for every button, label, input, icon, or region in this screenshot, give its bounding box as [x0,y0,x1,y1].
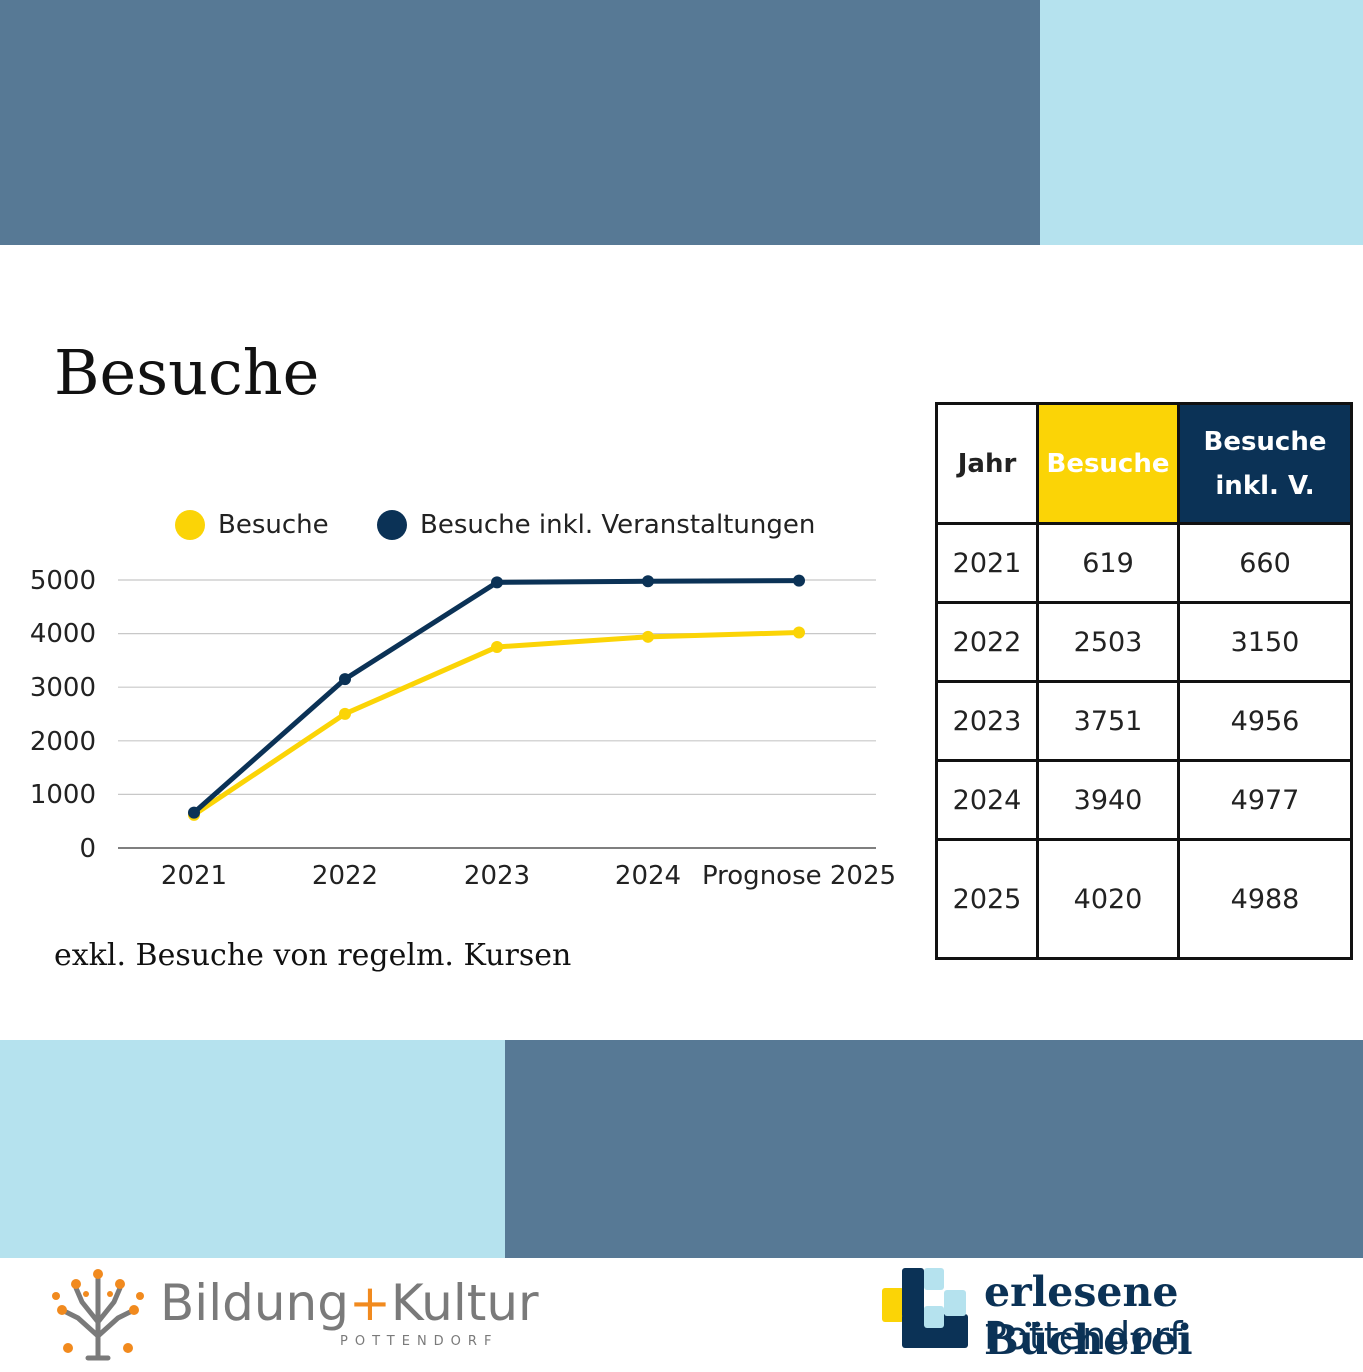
y-tick-label: 4000 [30,619,96,649]
y-axis-ticks: 0 1000 2000 3000 4000 5000 [30,566,96,864]
footnote: exkl. Besuche von regelm. Kursen [54,938,572,973]
cell-jahr: 2022 [935,601,1039,683]
data-point-inkl [793,574,805,587]
table-row: 2023 3751 4956 [935,680,1353,762]
header-band-light [1040,0,1363,245]
bildung-kultur-subline: POTTENDORF [340,1334,499,1349]
bildung-kultur-wordmark: Bildung+Kultur [160,1274,539,1332]
data-point-inkl [491,576,503,589]
y-tick-label: 3000 [30,673,96,703]
table-row: 2024 3940 4977 [935,759,1353,841]
data-point-besuche [491,640,503,653]
x-tick-label: 2024 [615,861,681,891]
cell-besuche: 3940 [1036,759,1180,841]
series-line-besuche [192,630,800,817]
series-line-inkl [192,578,800,815]
buecherei-name: erlesene Bücherei [984,1268,1193,1364]
cell-jahr: 2024 [935,759,1039,841]
footer-band-light [0,1040,505,1258]
cell-jahr: 2025 [935,838,1039,960]
chart-series [188,574,805,821]
data-point-inkl [339,673,351,686]
visits-line-chart: Besuche Besuche inkl. Veranstaltungen 0 … [30,510,896,891]
header-besuche-inkl: Besuche inkl. V. [1177,402,1353,525]
cell-besuche: 3751 [1036,680,1180,762]
y-tick-label: 2000 [30,727,96,757]
buecherei-place: Pottendorf [984,1314,1183,1358]
chart-grid [118,579,876,849]
cell-besuche: 2503 [1036,601,1180,683]
table-header-row: Jahr Besuche Besuche inkl. V. [935,402,1353,525]
cell-inkl: 660 [1177,522,1353,604]
y-tick-label: 1000 [30,780,96,810]
cell-inkl: 4977 [1177,759,1353,841]
cell-inkl: 3150 [1177,601,1353,683]
x-tick-label: 2022 [312,861,378,891]
data-point-inkl [188,806,200,819]
cell-jahr: 2023 [935,680,1039,762]
page-title: Besuche [54,336,320,409]
wordmark-bildung: Bildung [160,1274,349,1332]
table-row: 2021 619 660 [935,522,1353,604]
footer-band-dark [505,1040,1363,1258]
x-tick-label: 2021 [161,861,227,891]
cell-jahr: 2021 [935,522,1039,604]
cell-besuche: 4020 [1036,838,1180,960]
header-inkl-line1: Besuche [1203,426,1327,457]
legend-label-inkl: Besuche inkl. Veranstaltungen [420,510,815,540]
wordmark-plus: + [348,1274,391,1332]
wordmark-kultur: Kultur [390,1274,539,1332]
header-band-dark [0,0,1040,245]
cell-inkl: 4988 [1177,838,1353,960]
header-jahr: Jahr [935,402,1039,525]
visits-table: Jahr Besuche Besuche inkl. V. 2021 619 66… [935,402,1353,960]
table-row: 2025 4020 4988 [935,838,1353,960]
y-tick-label: 5000 [30,566,96,596]
header-inkl-line2: inkl. V. [1215,470,1315,501]
chart-legend: Besuche Besuche inkl. Veranstaltungen [175,510,815,540]
x-tick-label: 2023 [464,861,530,891]
data-point-inkl [642,575,654,588]
cell-besuche: 619 [1036,522,1180,604]
data-point-besuche [642,630,654,643]
legend-label-besuche: Besuche [218,510,329,540]
header-besuche: Besuche [1036,402,1180,525]
x-tick-label: Prognose 2025 [702,861,896,891]
table-row: 2022 2503 3150 [935,601,1353,683]
legend-marker-inkl [377,510,407,540]
data-point-besuche [793,626,805,639]
cell-inkl: 4956 [1177,680,1353,762]
legend-marker-besuche [175,510,205,540]
bildung-kultur-tree-icon [52,1269,144,1361]
buecherei-logo-icon [882,1268,968,1348]
y-tick-label: 0 [79,834,96,864]
data-point-besuche [339,707,351,720]
x-axis-ticks: 2021 2022 2023 2024 Prognose 2025 [161,861,896,891]
